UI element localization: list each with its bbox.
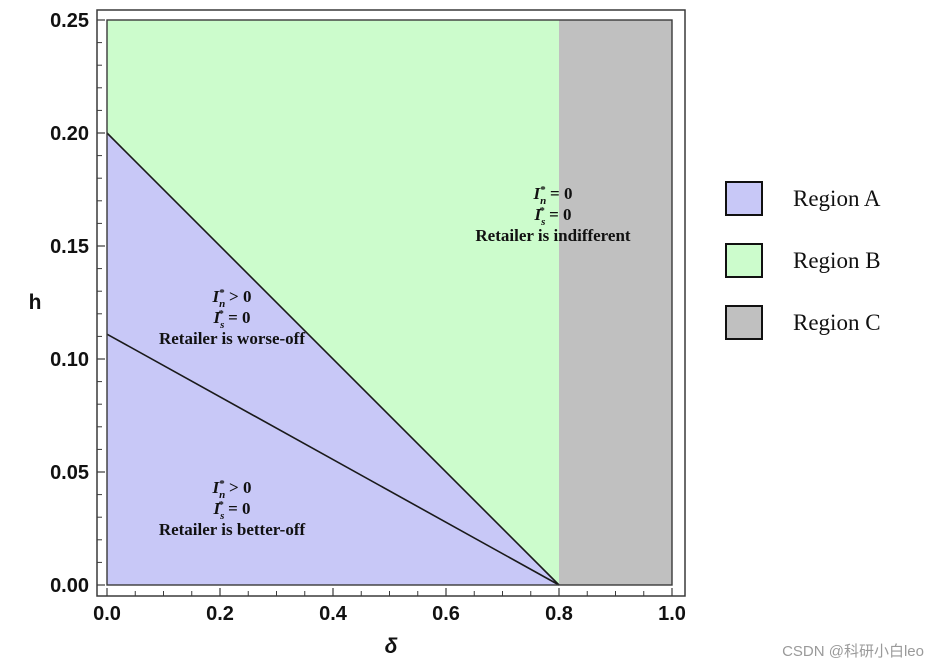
annotation-expression: Is* = 0 [212,499,250,522]
boundary-line-2 [106,333,560,586]
legend-item-b: Region B [725,243,881,278]
y-tick-label: 0.25 [50,10,89,32]
legend: Region A Region B Region C [725,181,881,340]
x-tick-label: 0.4 [319,603,348,625]
x-tick-label: 0.8 [545,603,573,625]
y-tick-label: 0.10 [50,349,89,371]
annotation-caption: Retailer is indifferent [475,226,631,245]
y-tick-label: 0.05 [50,462,89,484]
x-tick-label: 0.2 [206,603,234,625]
boundary-line-1 [106,132,560,586]
annotation-expression: Is* = 0 [533,205,571,228]
legend-item-a: Region A [725,181,881,216]
regions-layer [107,20,672,585]
legend-swatch [725,305,763,340]
legend-item-c: Region C [725,305,881,340]
x-tick-label: 0.0 [93,603,121,625]
region-c-area [559,20,672,585]
annotation-caption: Retailer is better-off [159,520,306,539]
outer-frame [96,9,686,597]
ticks-layer: 0.0 0.2 0.4 0.6 0.8 1.0 0.00 0.05 0.10 0.15 0.20 0.… [50,10,686,625]
boundaries-layer [106,132,560,586]
legend-swatch [725,243,763,278]
x-tick-label: 0.6 [432,603,460,625]
legend-label: Region B [793,248,881,273]
x-axis-label: δ [385,635,398,658]
legend-swatch [725,181,763,216]
legend-label: Region C [793,310,881,335]
plot-frame [96,9,686,597]
annotation-expression: In* = 0 [533,184,573,207]
legend-label: Region A [793,186,881,211]
y-axis-label: h [29,291,42,314]
region-b-area [107,20,559,585]
annotation-expression: Is* = 0 [212,308,250,331]
y-tick-label: 0.15 [50,236,89,258]
annotation-caption: Retailer is worse-off [159,329,305,348]
y-tick-label: 0.20 [50,123,89,145]
x-tick-label: 1.0 [658,603,686,625]
plot-area-border [106,19,673,586]
watermark-text: CSDN @科研小白leo [782,643,924,660]
annotation-expression: In* > 0 [212,287,252,310]
annotation-expression: In* > 0 [212,478,252,501]
y-tick-label: 0.00 [50,575,89,597]
